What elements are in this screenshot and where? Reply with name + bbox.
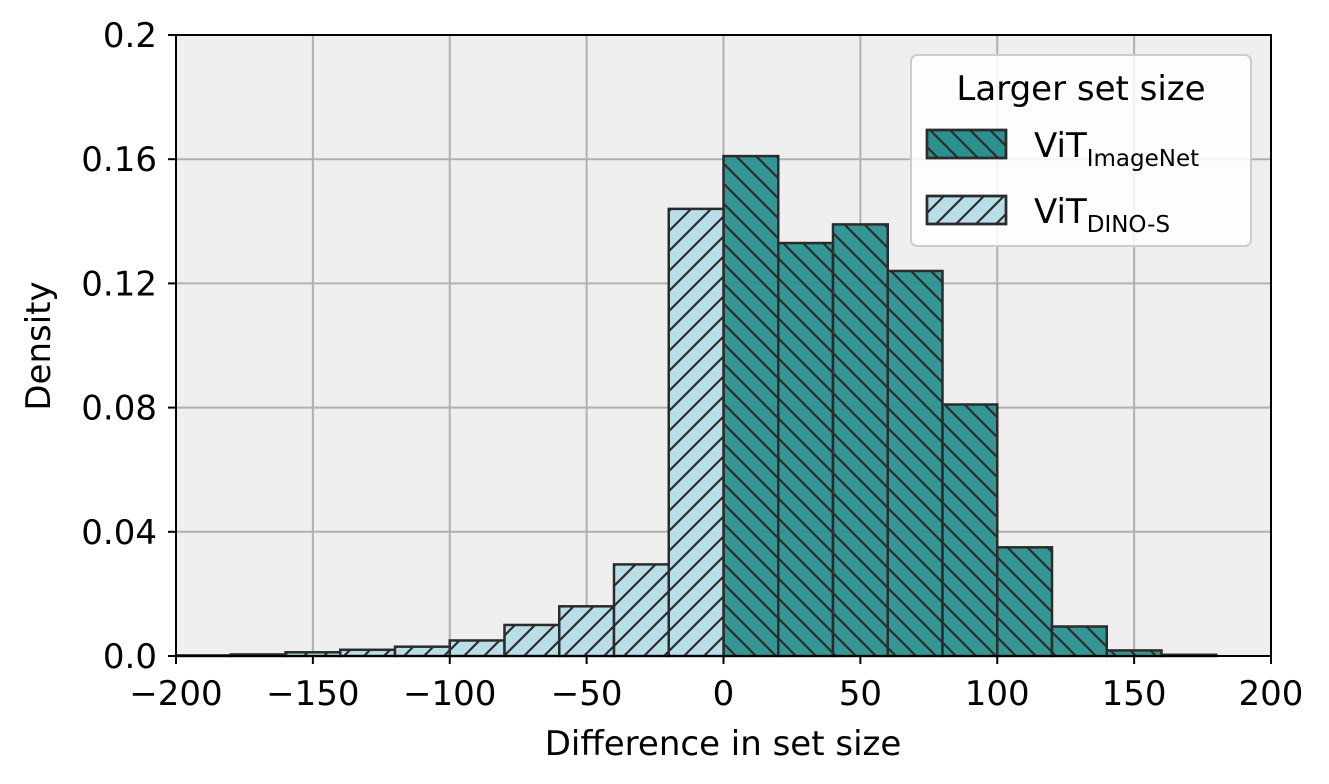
histogram-bar-vit-dino-s [558,605,616,658]
y-axis-label: Density [19,281,59,410]
histogram-bar-vit-imagenet [1050,625,1108,658]
y-tick-label: 0.08 [81,389,157,429]
histogram-bar-vit-dino-s [667,207,725,658]
histogram-bar-vit-imagenet [996,546,1054,658]
bar-hatch [612,563,670,658]
x-tick-label: 50 [839,674,882,714]
bar-hatch [503,623,561,658]
legend-label-vit-dino-s: ViTDINO-S [1034,192,1170,238]
bar-hatch [777,241,835,658]
x-tick-label: −200 [129,674,222,714]
histogram-bar-vit-imagenet [722,154,780,658]
legend-swatch-vit-dino-s-hatch [925,194,1008,226]
histogram-bar-vit-dino-s [503,623,561,658]
bar-hatch [941,403,999,658]
x-tick-label: 150 [1102,674,1167,714]
histogram-bar-vit-imagenet [831,223,889,658]
x-tick-label: −50 [551,674,623,714]
histogram-bar-vit-dino-s [448,639,506,658]
y-tick-label: 0.12 [81,264,157,304]
legend: Larger set size ViTImageNet ViTDINO-S [910,54,1252,247]
x-tick-label: 200 [1239,674,1304,714]
histogram-bar-vit-imagenet [886,269,944,658]
bar-hatch [831,223,889,658]
y-tick-label: 0.04 [81,513,157,553]
x-tick-label: 100 [965,674,1030,714]
bar-hatch [393,645,451,658]
bar-hatch [667,207,725,658]
legend-title: Larger set size [956,69,1205,109]
x-axis-label: Difference in set size [545,724,902,764]
x-tick-label: −150 [266,674,359,714]
legend-swatch-vit-imagenet-hatch [925,128,1008,160]
bar-hatch [448,639,506,658]
x-axis-ticks: −200 −150 −100 −50 0 50 100 150 200 [129,656,1303,714]
bar-hatch [558,605,616,658]
y-tick-label: 0.0 [103,637,157,677]
bars [174,154,1218,658]
bar-hatch [996,546,1054,658]
legend-label-vit-imagenet: ViTImageNet [1034,126,1199,172]
y-axis-ticks: 0.0 0.04 0.08 0.12 0.16 0.2 [81,16,176,677]
bar-hatch [886,269,944,658]
y-tick-label: 0.16 [81,140,157,180]
y-tick-label: 0.2 [103,16,157,56]
bar-hatch [1050,625,1108,658]
histogram-bar-vit-dino-s [612,563,670,658]
bar-hatch [722,154,780,658]
histogram-bar-vit-dino-s [393,645,451,658]
histogram-bar-vit-imagenet [941,403,999,658]
x-tick-label: 0 [713,674,735,714]
x-tick-label: −100 [403,674,496,714]
histogram-bar-vit-imagenet [777,241,835,658]
